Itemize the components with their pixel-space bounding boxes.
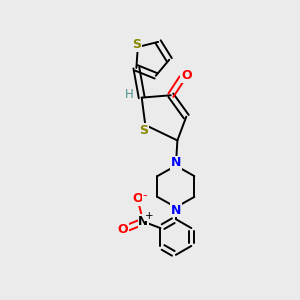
Text: N: N (171, 204, 181, 217)
Text: O: O (132, 192, 143, 205)
Text: N: N (138, 215, 148, 228)
Text: S: S (132, 38, 141, 51)
Text: O: O (181, 69, 192, 82)
Text: +: + (145, 211, 154, 220)
Text: H: H (125, 88, 134, 100)
Text: S: S (140, 124, 148, 137)
Text: O: O (118, 223, 128, 236)
Text: -: - (142, 190, 147, 202)
Text: N: N (171, 156, 181, 169)
